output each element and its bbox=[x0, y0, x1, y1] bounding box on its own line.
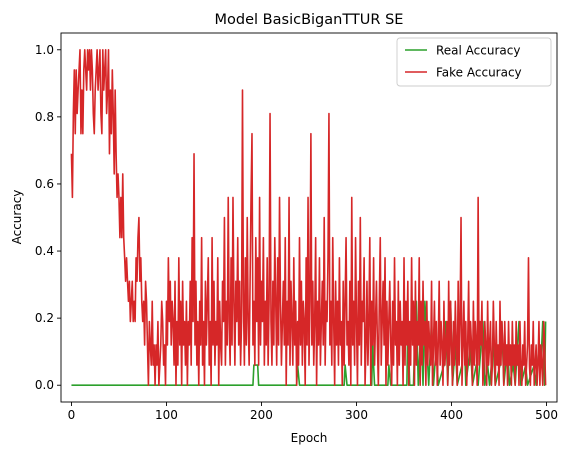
y-axis-ticks: 0.0 0.2 0.4 0.6 0.8 1.0 bbox=[35, 43, 61, 392]
x-axis-ticks: 0 100 200 300 400 500 bbox=[68, 402, 558, 422]
y-tick-label: 0.2 bbox=[35, 311, 54, 325]
legend-box bbox=[396, 37, 552, 87]
x-tick-label: 200 bbox=[250, 408, 273, 422]
y-tick-label: 0.6 bbox=[35, 177, 54, 191]
series-line-fake-accuracy bbox=[70, 48, 547, 387]
x-tick-label: 500 bbox=[535, 408, 558, 422]
y-tick-label: 0.0 bbox=[35, 378, 54, 392]
x-tick-label: 300 bbox=[345, 408, 368, 422]
y-tick-label: 0.8 bbox=[35, 110, 54, 124]
legend-label-real-accuracy: Real Accuracy bbox=[436, 44, 520, 58]
y-tick-label: 0.4 bbox=[35, 244, 54, 258]
chart-title: Model BasicBiganTTUR SE bbox=[215, 12, 404, 28]
y-axis-label: Accuracy bbox=[10, 190, 24, 245]
legend: Real Accuracy Fake Accuracy bbox=[396, 37, 552, 87]
x-tick-label: 400 bbox=[440, 408, 463, 422]
x-axis-label: Epoch bbox=[291, 431, 328, 445]
x-tick-label: 100 bbox=[155, 408, 178, 422]
y-tick-label: 1.0 bbox=[35, 43, 54, 57]
legend-label-fake-accuracy: Fake Accuracy bbox=[436, 66, 522, 80]
plot-frame bbox=[60, 32, 558, 403]
series-layer bbox=[70, 48, 547, 387]
x-tick-label: 0 bbox=[68, 408, 76, 422]
